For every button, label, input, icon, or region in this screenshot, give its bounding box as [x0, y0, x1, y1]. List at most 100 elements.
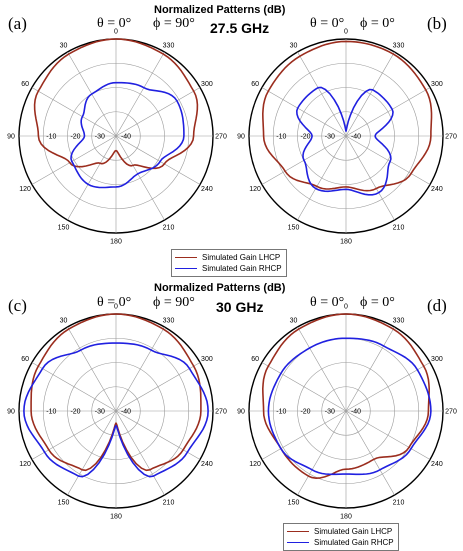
angle-tick-label: 180 — [340, 514, 352, 521]
radial-tick-label: -30 — [325, 409, 335, 416]
bottom-left-phi-label: ϕ = 90° — [153, 295, 195, 310]
series-rhcp-curve — [23, 342, 209, 478]
angle-tick-label: 90 — [7, 409, 15, 416]
bottom-theta-label: θ = 0° — [97, 295, 132, 310]
polar-spoke — [345, 87, 431, 137]
legend-top: Simulated Gain LHCP Simulated Gain RHCP — [171, 249, 287, 277]
legend-top-rhcp: Simulated Gain RHCP — [175, 263, 282, 274]
angle-tick-label: 60 — [251, 81, 259, 88]
top-frequency-label: 27.5 GHz — [210, 20, 270, 36]
legend-rhcp-swatch — [175, 268, 197, 269]
bottom-right-phi-label: ϕ = 0° — [360, 295, 395, 310]
angle-tick-label: 60 — [251, 356, 259, 363]
angle-tick-label: 270 — [215, 134, 227, 141]
polar-spoke — [345, 135, 431, 185]
legend-bottom-lhcp: Simulated Gain LHCP — [287, 526, 394, 537]
legend-lhcp-label: Simulated Gain LHCP — [314, 527, 393, 536]
panel-label-b: (b) — [427, 14, 447, 33]
polar-spoke — [297, 326, 347, 412]
angle-tick-label: 240 — [431, 461, 443, 468]
angle-tick-label: 30 — [290, 43, 298, 50]
radial-tick-label: -30 — [95, 409, 105, 416]
legend-rhcp-label: Simulated Gain RHCP — [202, 264, 282, 273]
bottom-right-theta-label: θ = 0° — [310, 295, 345, 310]
polar-spoke — [67, 135, 117, 221]
angle-tick-label: 150 — [58, 224, 70, 231]
angle-tick-label: 0 — [114, 304, 118, 311]
angle-tick-label: 180 — [110, 239, 122, 246]
series-rhcp-curve — [296, 86, 394, 196]
angle-tick-label: 90 — [237, 134, 245, 141]
angle-tick-label: 0 — [344, 304, 348, 311]
polar-spoke — [297, 135, 347, 221]
polar-spoke — [345, 410, 431, 460]
polar-panel-b: 0 330 300 270 240 210 180 150 120 90 60 30 -10 -20 -30… — [237, 29, 457, 246]
angle-tick-label: 30 — [60, 318, 68, 325]
angle-tick-label: 120 — [19, 461, 31, 468]
angle-tick-label: 330 — [393, 43, 405, 50]
polar-spoke — [67, 326, 117, 412]
angle-tick-label: 90 — [237, 409, 245, 416]
angle-tick-label: 30 — [60, 43, 68, 50]
polar-spoke — [297, 410, 347, 496]
angle-tick-label: 30 — [290, 318, 298, 325]
angle-tick-label: 90 — [7, 134, 15, 141]
series-lhcp-curve — [262, 40, 433, 192]
series-lhcp-curve — [262, 313, 430, 479]
angle-tick-label: 210 — [393, 224, 405, 231]
polar-spoke — [261, 410, 347, 460]
radial-tick-label: -40 — [121, 409, 131, 416]
legend-bottom: Simulated Gain LHCP Simulated Gain RHCP — [283, 523, 399, 551]
radial-tick-label: -20 — [300, 409, 310, 416]
polar-spoke — [345, 326, 395, 412]
angle-tick-label: 270 — [215, 409, 227, 416]
polar-spoke — [345, 410, 395, 496]
angle-tick-label: 300 — [431, 356, 443, 363]
polar-spoke — [67, 410, 117, 496]
angle-tick-label: 150 — [288, 499, 300, 506]
angle-tick-label: 300 — [201, 81, 213, 88]
angle-tick-label: 0 — [344, 29, 348, 36]
angle-tick-label: 300 — [431, 81, 443, 88]
radial-tick-label: -10 — [276, 134, 286, 141]
polar-spoke — [31, 87, 117, 137]
panel-label-a: (a) — [8, 14, 27, 33]
polar-panel-d: 0 330 300 270 240 210 180 150 120 90 60 30 -10 -20 -30… — [237, 304, 457, 521]
polar-spoke — [115, 87, 201, 137]
legend-lhcp-swatch — [287, 531, 309, 532]
polar-spoke — [115, 135, 201, 185]
radial-tick-label: -20 — [300, 134, 310, 141]
legend-top-lhcp: Simulated Gain LHCP — [175, 252, 282, 263]
angle-tick-label: 300 — [201, 356, 213, 363]
bottom-section-title: Normalized Patterns (dB) — [154, 282, 286, 294]
radial-tick-label: -10 — [276, 409, 286, 416]
series-lhcp-curve — [33, 38, 199, 170]
angle-tick-label: 120 — [19, 186, 31, 193]
top-right-phi-label: ϕ = 0° — [360, 16, 395, 31]
legend-lhcp-label: Simulated Gain LHCP — [202, 253, 281, 262]
legend-bottom-rhcp: Simulated Gain RHCP — [287, 537, 394, 548]
polar-spoke — [115, 51, 165, 137]
polar-spoke — [115, 326, 165, 412]
top-theta-label: θ = 0° — [97, 16, 132, 31]
radial-tick-label: -40 — [351, 134, 361, 141]
angle-tick-label: 120 — [249, 186, 261, 193]
angle-tick-label: 150 — [58, 499, 70, 506]
angle-tick-label: 210 — [393, 499, 405, 506]
series-rhcp-curve — [70, 81, 185, 189]
angle-tick-label: 330 — [393, 318, 405, 325]
angle-tick-label: 270 — [445, 409, 457, 416]
legend-lhcp-swatch — [175, 257, 197, 258]
polar-spoke — [345, 362, 431, 412]
angle-tick-label: 210 — [163, 499, 175, 506]
radial-tick-label: -10 — [46, 134, 56, 141]
angle-tick-label: 60 — [21, 81, 29, 88]
angle-tick-label: 180 — [110, 514, 122, 521]
polar-spoke — [31, 135, 117, 185]
series-lhcp-curve — [30, 313, 202, 472]
angle-tick-label: 330 — [163, 318, 175, 325]
legend-rhcp-label: Simulated Gain RHCP — [314, 538, 394, 547]
angle-tick-label: 120 — [249, 461, 261, 468]
polar-spoke — [261, 362, 347, 412]
